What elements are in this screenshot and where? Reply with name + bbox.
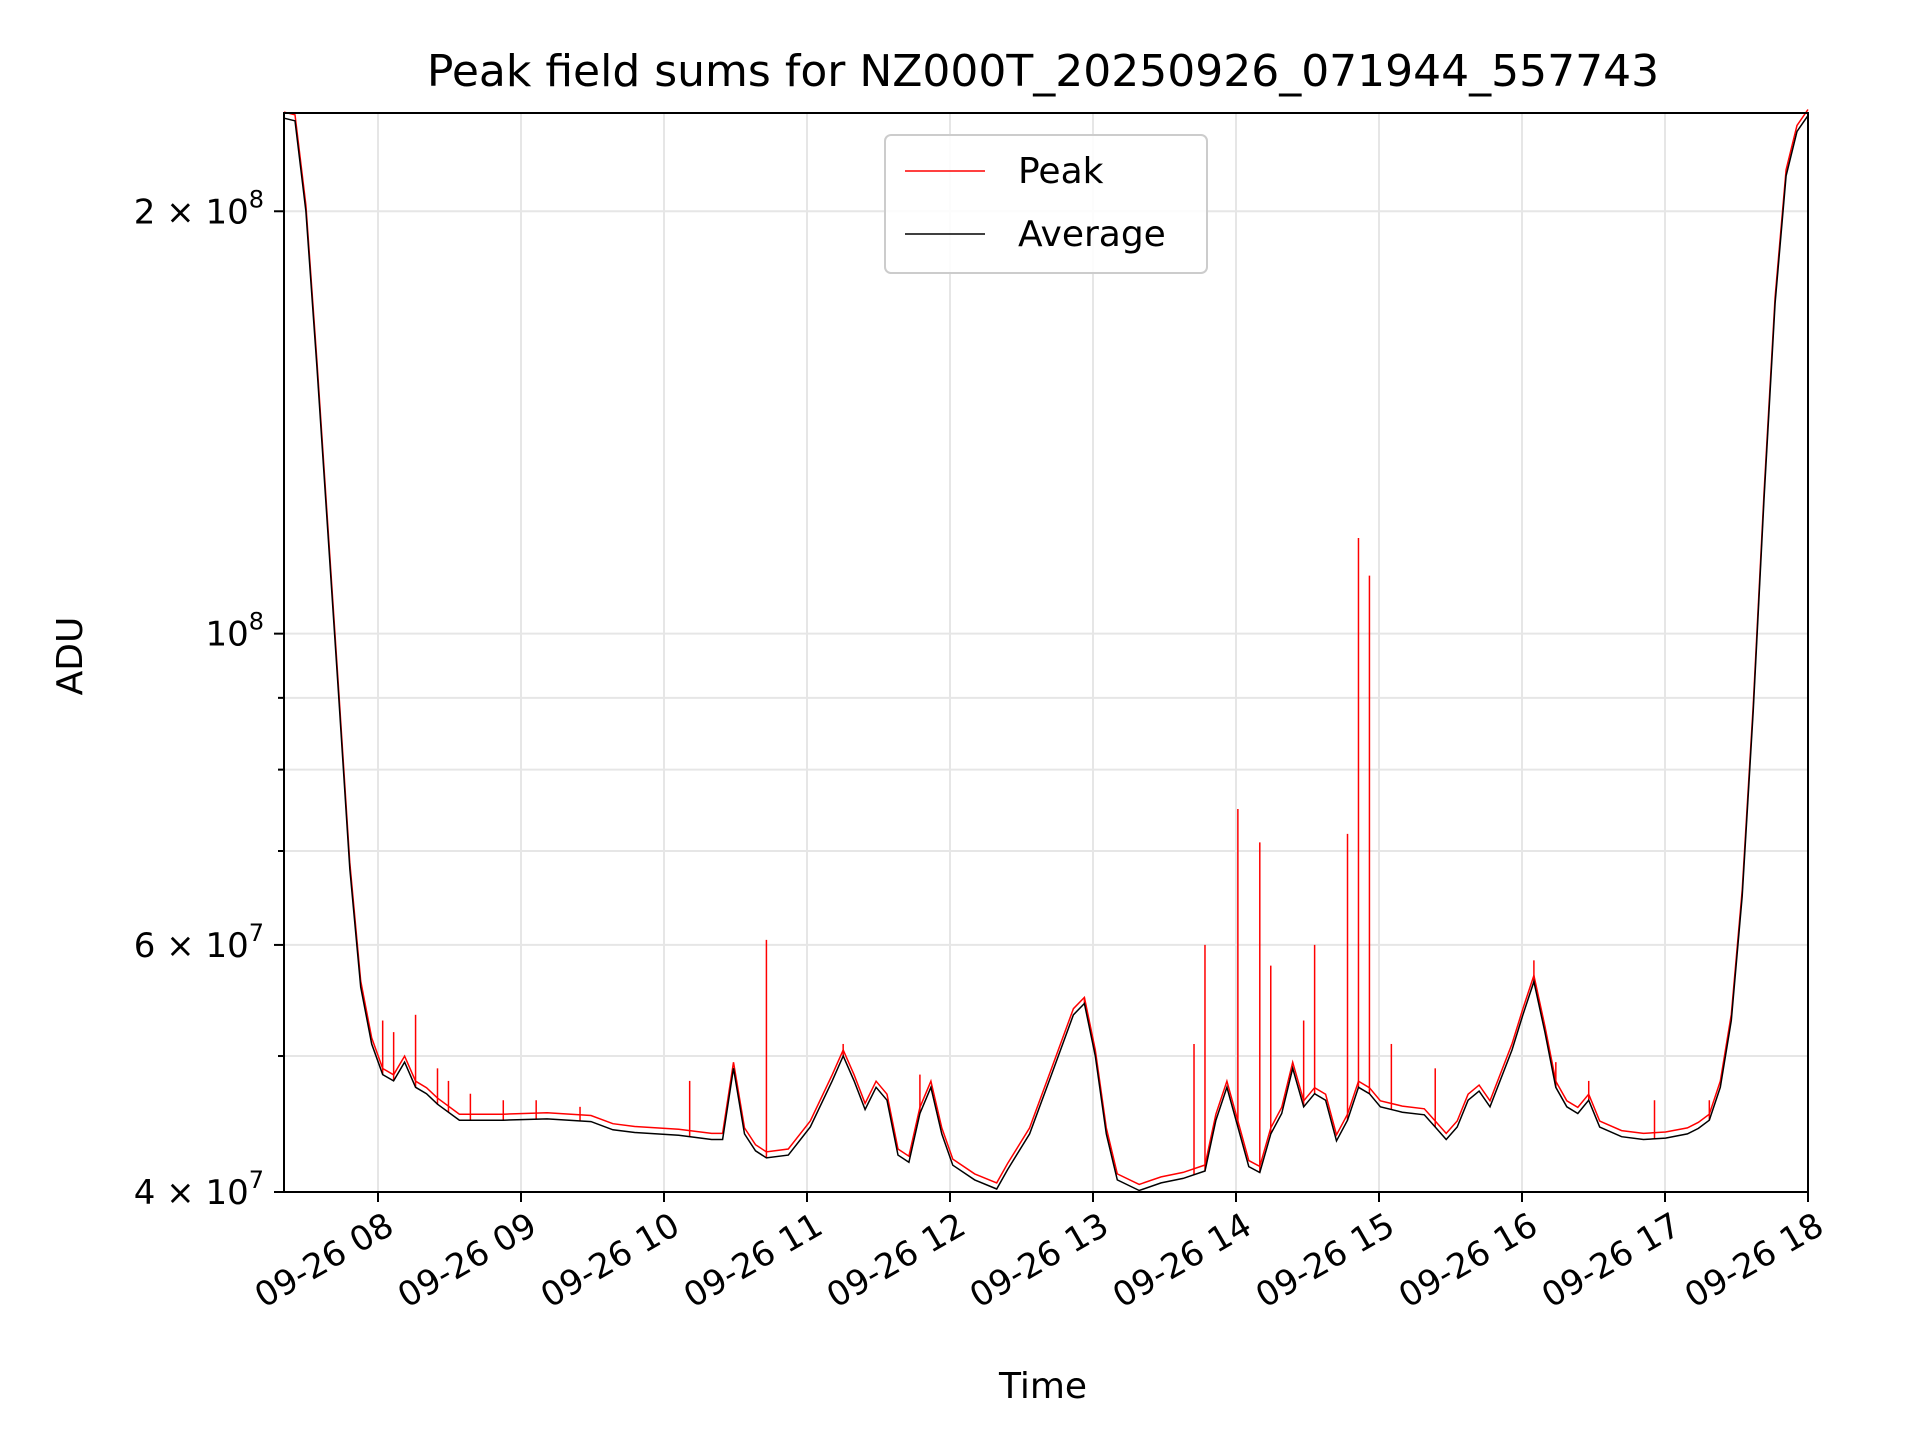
series-layer: [283, 109, 1809, 1192]
series-average-line: [283, 115, 1809, 1192]
legend: Peak Average: [884, 134, 1208, 274]
y-tick-label: 108: [205, 608, 264, 655]
x-axis-label: Time: [998, 1366, 1087, 1407]
series-peak-line: [283, 109, 1809, 1186]
y-tick-label: 2 × 108: [134, 185, 264, 232]
y-tick-label: 6 × 107: [134, 919, 264, 966]
plot-frame: [283, 112, 1809, 1193]
y-tick-label: 4 × 107: [134, 1166, 264, 1213]
chart-title: Peak field sums for NZ000T_20250926_0719…: [427, 46, 1659, 97]
legend-peak-label: Peak: [1018, 151, 1104, 192]
legend-box: [884, 134, 1208, 274]
y-axis-label: ADU: [50, 617, 91, 696]
legend-average-label: Average: [1018, 214, 1166, 255]
